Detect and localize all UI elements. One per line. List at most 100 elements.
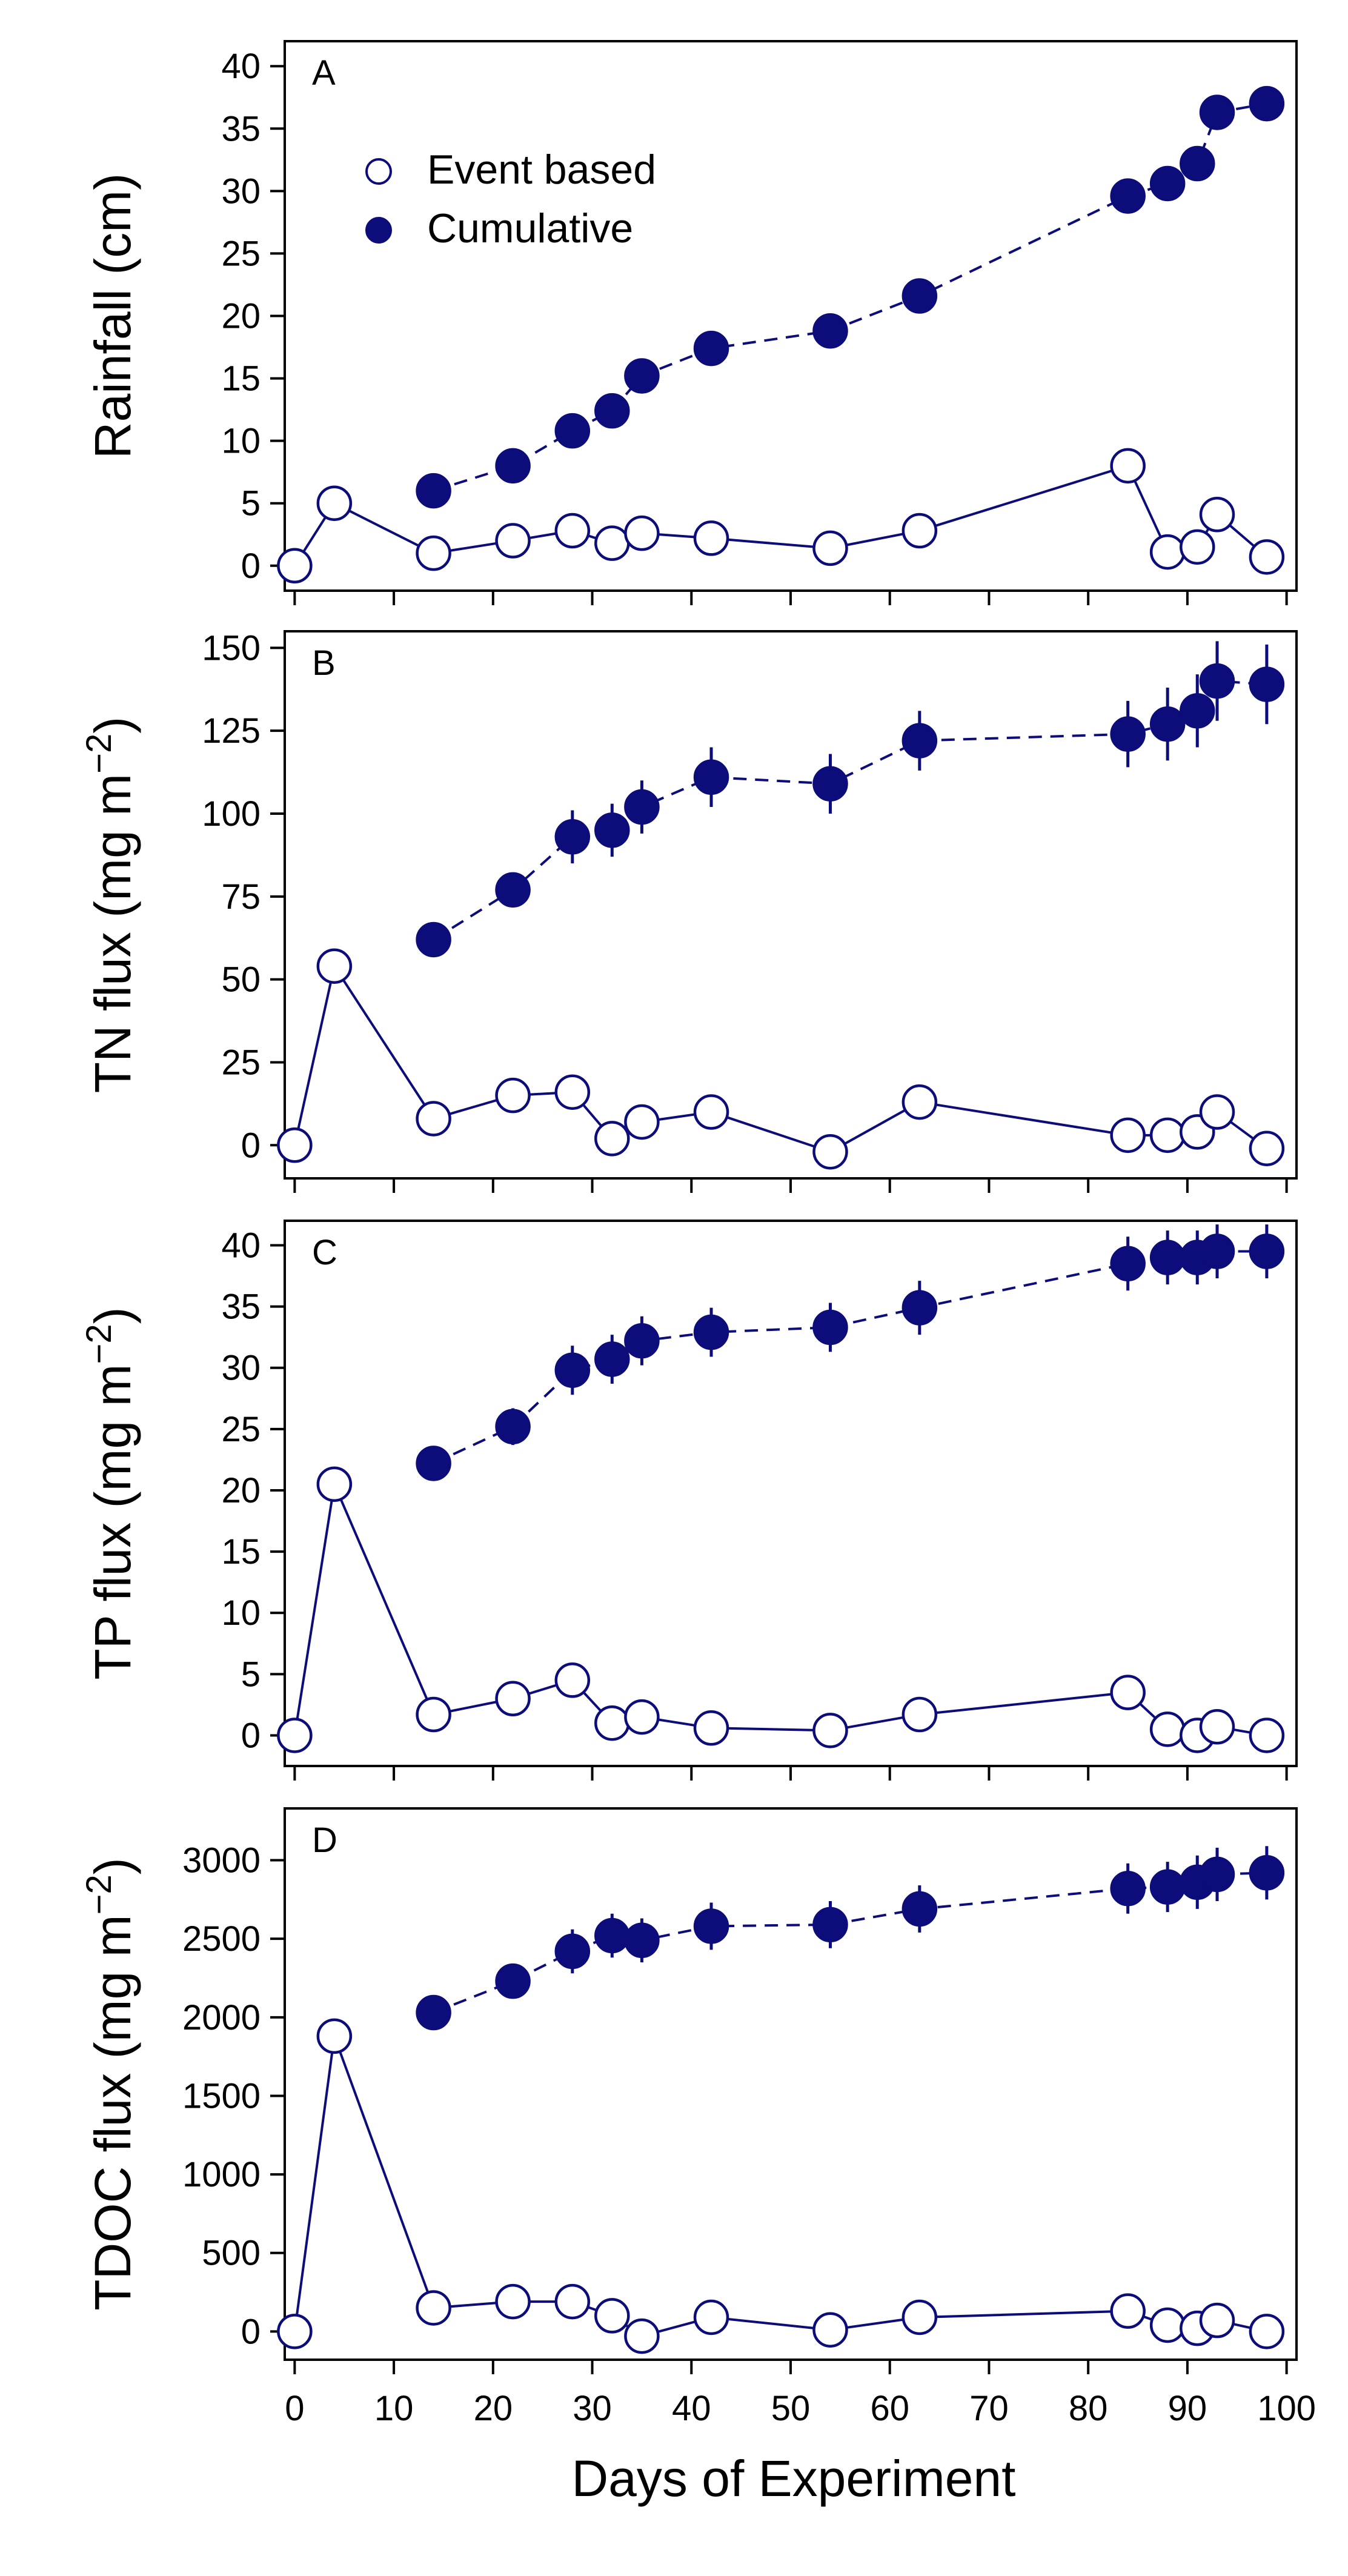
event-point bbox=[416, 1696, 451, 1733]
cumulative-point bbox=[1149, 165, 1186, 202]
y-tick-label: 5 bbox=[241, 484, 261, 523]
y-tick-label: 3000 bbox=[182, 1841, 261, 1881]
series-line bbox=[433, 1250, 1267, 1465]
cumulative-point bbox=[495, 1409, 531, 1445]
event-point bbox=[624, 1104, 660, 1140]
y-tick-label: 15 bbox=[221, 359, 261, 399]
cumulative-point bbox=[554, 413, 591, 449]
cumulative-point bbox=[1110, 178, 1146, 214]
cumulative-point bbox=[1110, 1870, 1146, 1907]
y-tick-label: 20 bbox=[221, 297, 261, 336]
y-axis-label: TP flux (mg m−2) bbox=[79, 1307, 142, 1679]
event-point bbox=[594, 525, 630, 561]
x-tick-label: 30 bbox=[573, 2389, 612, 2428]
cumulative-point bbox=[1199, 663, 1235, 699]
y-tick-label: 35 bbox=[221, 109, 261, 148]
x-tick-label: 100 bbox=[1257, 2389, 1316, 2428]
panel-frame bbox=[284, 630, 1298, 1180]
event-point bbox=[1199, 2302, 1235, 2339]
event-point bbox=[1180, 529, 1215, 565]
y-tick-label: 1000 bbox=[182, 2155, 261, 2194]
x-axis-label: Days of Experiment bbox=[572, 2450, 1016, 2507]
event-point bbox=[1149, 1711, 1186, 1747]
event-point bbox=[901, 1084, 938, 1120]
event-point bbox=[594, 2298, 630, 2334]
y-tick-label: 100 bbox=[202, 794, 261, 834]
cumulative-point bbox=[1110, 1246, 1146, 1282]
event-point bbox=[693, 2299, 729, 2335]
cumulative-point bbox=[1180, 145, 1215, 182]
cumulative-point bbox=[812, 766, 848, 802]
cumulative-point bbox=[901, 1891, 938, 1927]
panel-b: 0 25 50 75 100 125 150 B TN flux (mg m−2) bbox=[79, 628, 1298, 1193]
y-axis-label: TN flux (mg m−2) bbox=[79, 717, 142, 1093]
y-tick-label: 10 bbox=[221, 422, 261, 461]
legend-event-marker bbox=[365, 158, 392, 185]
event-point bbox=[812, 530, 848, 566]
cumulative-point bbox=[1180, 693, 1215, 729]
y-axis-label-main: Rainfall (cm) bbox=[84, 173, 141, 459]
y-tick-label: 500 bbox=[202, 2234, 261, 2273]
y-tick-label: 150 bbox=[202, 628, 261, 668]
y-axis-label-main: TDOC flux (mg m bbox=[84, 1914, 141, 2310]
cumulative-point bbox=[901, 723, 938, 759]
legend-event-label: Event based bbox=[427, 147, 656, 193]
event-point bbox=[416, 2290, 451, 2326]
y-axis-label-close: ) bbox=[84, 717, 141, 734]
event-point bbox=[316, 948, 353, 984]
cumulative-point bbox=[554, 1933, 591, 1970]
cumulative-point bbox=[1249, 85, 1285, 122]
y-tick-label: 20 bbox=[221, 1471, 261, 1510]
event-point bbox=[1249, 1718, 1285, 1753]
event-point bbox=[1149, 1117, 1186, 1154]
cumulative-point bbox=[594, 1917, 630, 1954]
cumulative-point bbox=[812, 1907, 848, 1943]
event-point bbox=[316, 1466, 353, 1502]
cumulative-point bbox=[624, 789, 660, 825]
event-point bbox=[277, 1718, 313, 1753]
y-axis-label-main: TP flux (mg m bbox=[84, 1364, 141, 1679]
event-point bbox=[1199, 497, 1235, 533]
event-point bbox=[554, 1074, 591, 1110]
y-tick-label: 5 bbox=[241, 1655, 261, 1694]
x-tick-label: 20 bbox=[474, 2389, 513, 2428]
series-event-based bbox=[277, 948, 1285, 1170]
series-line bbox=[293, 2036, 1267, 2338]
event-point bbox=[812, 1134, 848, 1170]
cumulative-point bbox=[594, 1341, 630, 1377]
series-line bbox=[433, 680, 1267, 941]
y-axis-label: TDOC flux (mg m−2) bbox=[79, 1857, 142, 2310]
cumulative-point bbox=[554, 1352, 591, 1388]
cumulative-point bbox=[812, 1309, 848, 1346]
cumulative-point bbox=[624, 1922, 660, 1959]
y-axis-label: Rainfall (cm) bbox=[84, 173, 141, 459]
event-point bbox=[277, 1127, 313, 1163]
y-tick-label: 15 bbox=[221, 1532, 261, 1572]
y-tick-label: 1500 bbox=[182, 2076, 261, 2116]
y-axis-label-sup: −2 bbox=[79, 734, 119, 774]
event-point bbox=[901, 2299, 938, 2335]
cumulative-point bbox=[1249, 666, 1285, 702]
x-tick-label: 80 bbox=[1069, 2389, 1108, 2428]
y-tick-label: 2500 bbox=[182, 1919, 261, 1959]
x-tick-label: 0 bbox=[285, 2389, 304, 2428]
event-point bbox=[277, 2314, 313, 2349]
event-point bbox=[1110, 448, 1146, 484]
event-point bbox=[1149, 2307, 1186, 2343]
event-point bbox=[693, 520, 729, 556]
cumulative-point bbox=[693, 759, 729, 795]
legend-cumulative-marker bbox=[365, 217, 392, 244]
x-tick-label: 90 bbox=[1168, 2389, 1207, 2428]
event-point bbox=[693, 1094, 729, 1130]
series-event-based bbox=[277, 448, 1285, 584]
y-tick-label: 10 bbox=[221, 1593, 261, 1633]
event-point bbox=[693, 1710, 729, 1746]
y-tick-label: 0 bbox=[241, 1126, 261, 1165]
y-tick-label: 40 bbox=[221, 1226, 261, 1265]
y-axis-label-sup: −2 bbox=[79, 1874, 119, 1914]
event-point bbox=[495, 1077, 531, 1114]
cumulative-point bbox=[1249, 1233, 1285, 1269]
event-point bbox=[1110, 1117, 1146, 1154]
x-tick-label: 50 bbox=[771, 2389, 811, 2428]
